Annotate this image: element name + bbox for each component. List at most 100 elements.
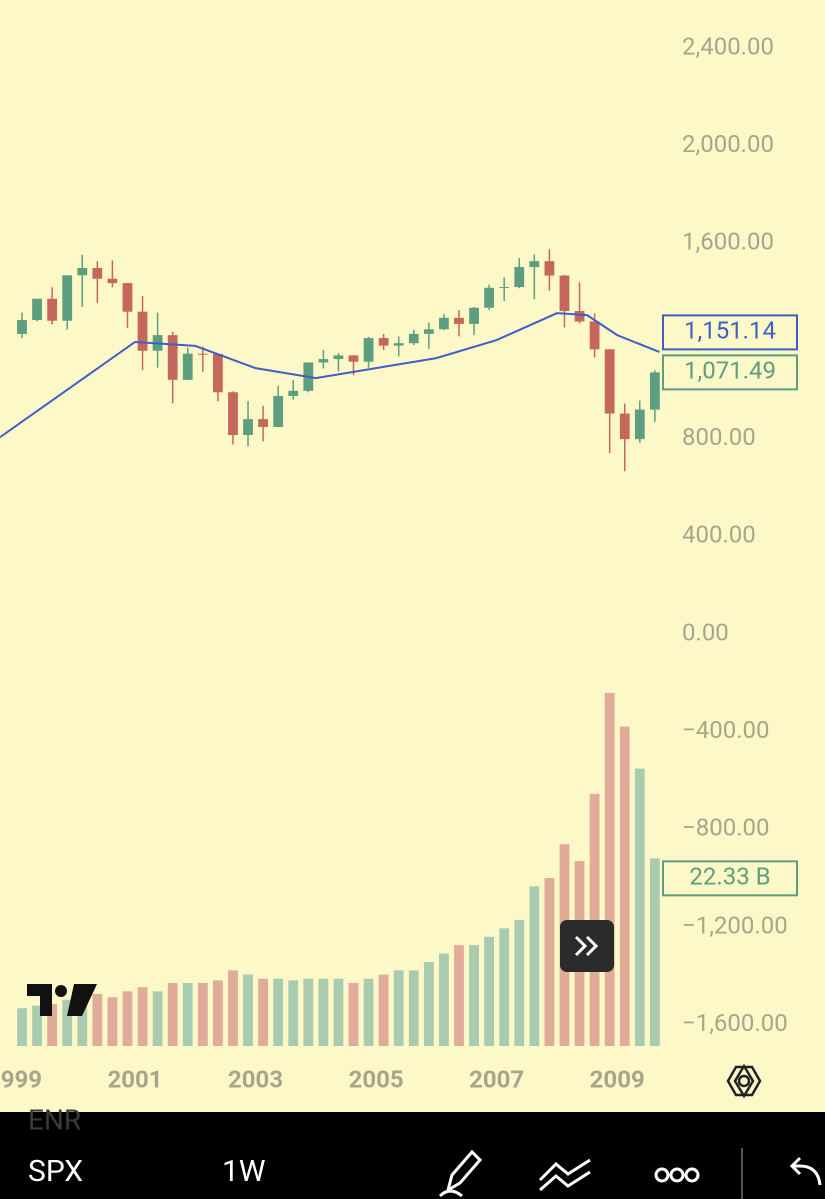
toolbar	[0, 1112, 825, 1199]
volume-bar	[378, 974, 389, 1046]
moving-average	[0, 312, 660, 439]
candle-body	[258, 419, 268, 427]
candle-body	[514, 267, 525, 288]
volume-bar	[634, 768, 645, 1046]
y-tick-label: 2,000.00	[682, 130, 774, 158]
volume-bar	[544, 877, 555, 1046]
candle-body	[393, 343, 404, 346]
interval[interactable]: 1W	[222, 1154, 265, 1189]
volume-bar	[77, 991, 88, 1046]
volume-bar	[619, 726, 630, 1046]
volume-bar	[469, 945, 479, 1046]
candle-body	[212, 353, 223, 393]
volume-bar	[303, 978, 314, 1046]
volume-bar	[589, 793, 600, 1046]
candle-body	[92, 267, 103, 279]
ma-label-box	[662, 314, 798, 351]
volume-bar	[318, 978, 329, 1046]
symbol[interactable]: SPX	[28, 1154, 83, 1189]
candle-body	[559, 275, 570, 311]
y-tick-label: −400.00	[682, 716, 770, 744]
volume-bar	[423, 961, 434, 1046]
candle-body	[634, 409, 645, 440]
price-label: 1,071.49	[684, 357, 776, 385]
candle-body	[197, 353, 208, 355]
settings-icon[interactable]	[726, 1063, 762, 1099]
volume-label-box	[662, 860, 798, 897]
y-tick-label: −1,200.00	[682, 911, 788, 939]
candle-body	[408, 333, 419, 344]
ma-label: 1,151.14	[684, 317, 776, 345]
candle-body	[273, 395, 284, 427]
volume-bar	[17, 1008, 27, 1046]
y-tick-label: −1,600.00	[682, 1009, 788, 1037]
volume-bar	[122, 991, 133, 1046]
y-tick-label: 800.00	[682, 423, 756, 451]
x-tick-label: 2003	[228, 1065, 283, 1093]
scroll-button[interactable]	[560, 920, 614, 972]
candle-body	[182, 353, 193, 380]
candle-body	[423, 329, 434, 334]
volume-bar	[182, 982, 193, 1046]
candle-body	[62, 275, 73, 321]
candle-body	[619, 413, 630, 440]
volume-bar	[333, 978, 344, 1046]
candle-body	[167, 335, 178, 380]
volume-bar	[62, 999, 73, 1046]
volume-bar	[167, 982, 178, 1046]
candle-body	[333, 355, 344, 360]
draw-icon[interactable]	[438, 1149, 483, 1198]
candle-body	[137, 311, 148, 351]
volume-bar	[499, 928, 510, 1046]
volume-bar	[393, 970, 404, 1046]
volume-bar	[32, 1005, 42, 1046]
hidden-symbol: ENR	[28, 1103, 81, 1136]
candle-body	[649, 372, 660, 410]
x-tick-label: 2005	[349, 1065, 404, 1093]
x-tick-label: 2001	[107, 1065, 162, 1093]
volume-bar	[243, 974, 253, 1046]
y-tick-label: 2,400.00	[682, 32, 774, 60]
candle-body	[574, 310, 585, 322]
candle-body	[469, 307, 479, 324]
y-tick-label: 400.00	[682, 521, 756, 549]
volume-label: 22.33 B	[689, 863, 770, 891]
volume-bar	[137, 987, 148, 1046]
candle-body	[32, 298, 42, 321]
volume-bar	[288, 980, 299, 1046]
volume-bar	[258, 978, 268, 1046]
indicators-icon[interactable]	[538, 1158, 591, 1192]
x-tick-label: 1999	[0, 1065, 42, 1093]
tradingview-logo	[27, 984, 97, 1016]
volume-bar	[514, 919, 525, 1046]
undo-icon[interactable]	[789, 1156, 822, 1186]
volume-bar	[152, 991, 163, 1046]
volume-bar	[228, 970, 238, 1046]
more-icon[interactable]	[654, 1167, 700, 1183]
volume-bar	[604, 693, 615, 1046]
candle-body	[288, 390, 299, 396]
candle-body	[529, 261, 540, 268]
candle-body	[439, 317, 449, 330]
volume-bar	[529, 886, 540, 1046]
x-tick-label: 2009	[590, 1065, 645, 1093]
background	[0, 0, 825, 1112]
candle-body	[604, 349, 615, 414]
candle-body	[243, 419, 253, 436]
volume-bar	[363, 978, 374, 1046]
volume-bar	[484, 936, 495, 1046]
candle-body	[484, 287, 495, 308]
price-label-box	[662, 354, 798, 391]
candle-body	[77, 267, 88, 276]
volume-bar	[454, 945, 464, 1046]
volume-bar	[212, 980, 223, 1046]
candle-body	[228, 392, 238, 436]
volume-bar	[92, 993, 103, 1046]
x-tick-label: 2007	[469, 1065, 524, 1093]
y-tick-label: 1,600.00	[682, 228, 774, 256]
candle-body	[499, 287, 510, 289]
volume-bar	[107, 997, 118, 1046]
candle-body	[17, 320, 27, 334]
